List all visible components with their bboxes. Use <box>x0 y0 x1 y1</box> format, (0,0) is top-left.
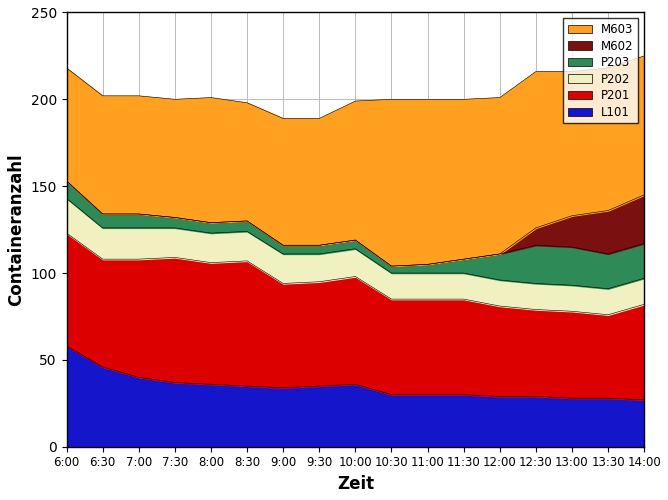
Y-axis label: Containeranzahl: Containeranzahl <box>7 154 25 306</box>
Legend: M603, M602, P203, P202, P201, L101: M603, M602, P203, P202, P201, L101 <box>563 18 639 124</box>
X-axis label: Zeit: Zeit <box>337 475 374 493</box>
